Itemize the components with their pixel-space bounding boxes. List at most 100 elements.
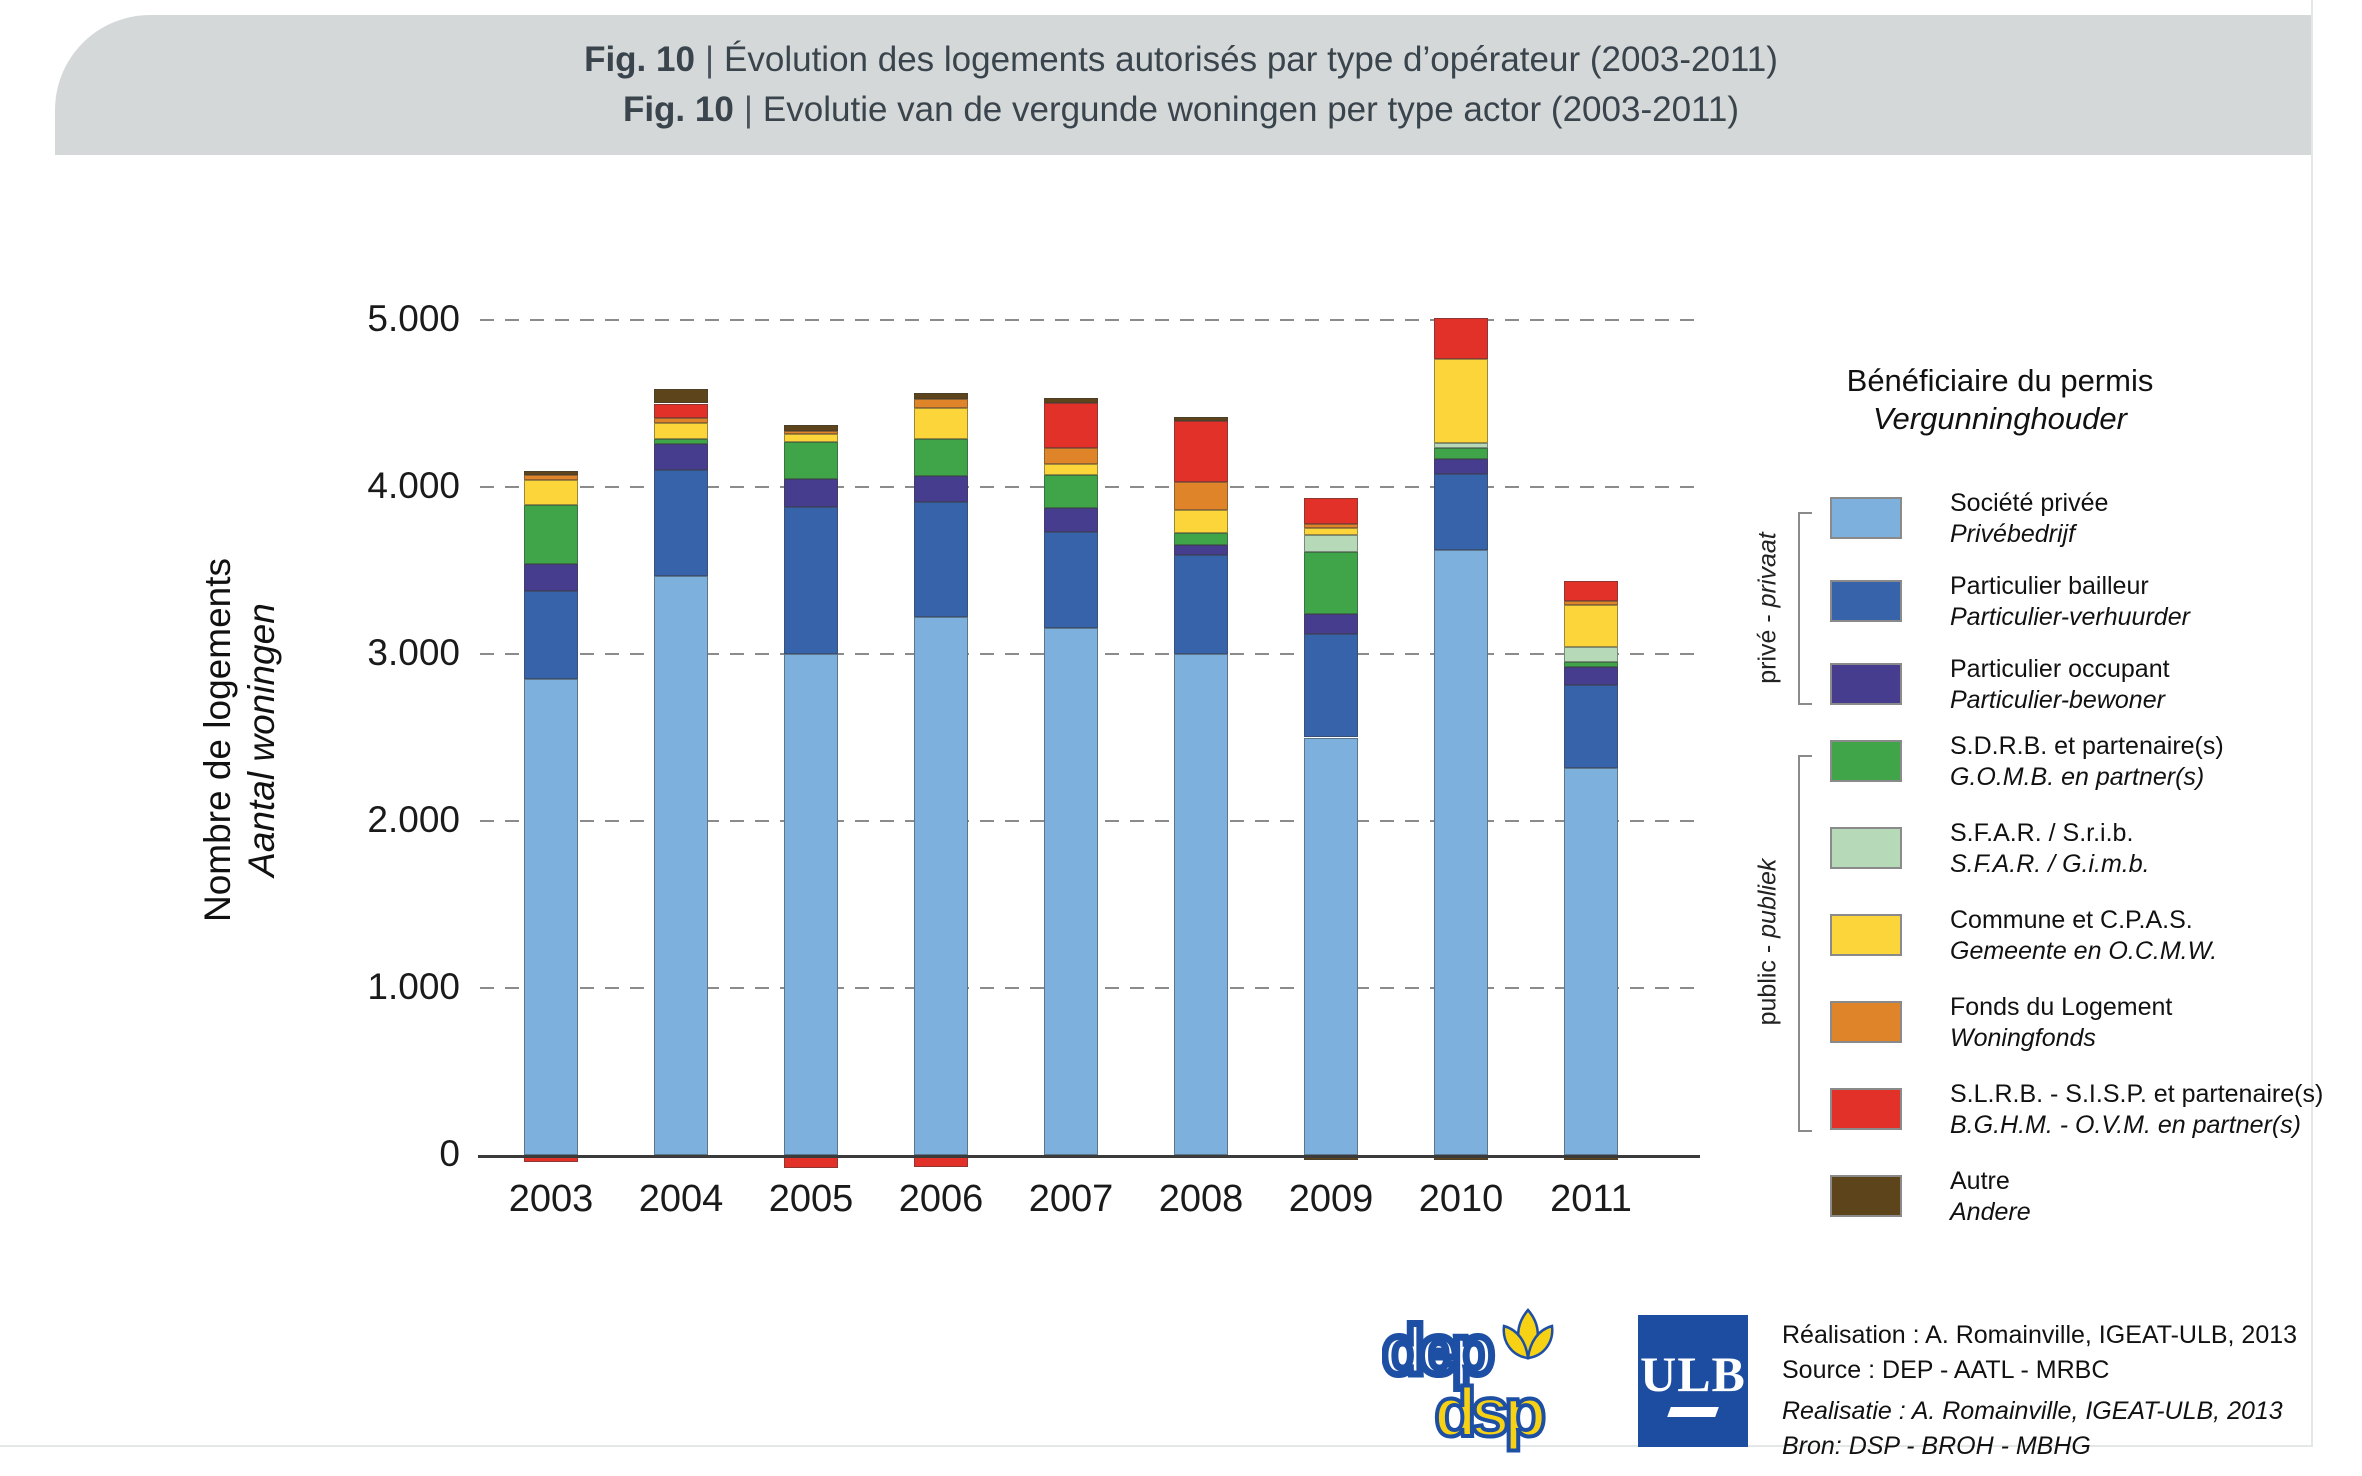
bar-segment-2009-2 (1304, 613, 1358, 634)
figure-title-fr: Fig. 10 | Évolution des logements autorisé… (0, 40, 2362, 80)
bar-segment-2010-5 (1434, 359, 1488, 443)
bar-segment-2007-3 (1044, 475, 1098, 508)
bar-segment-2007-1 (1044, 532, 1098, 629)
x-tick-label-2010: 2010 (1418, 1178, 1504, 1220)
bar-segment-2005-2 (784, 479, 838, 508)
x-tick-label-2009: 2009 (1288, 1178, 1374, 1220)
bar-segment-2009-7 (1304, 497, 1358, 524)
group-public-nl: publiek (1753, 858, 1782, 938)
x-tick-label-2005: 2005 (768, 1178, 854, 1220)
credit-realisation-fr: Réalisation : A. Romainville, IGEAT-ULB,… (1782, 1321, 2298, 1349)
credit-source-fr: Source : DEP - AATL - MRBC (1782, 1356, 2110, 1384)
legend-title-nl: Vergunninghouder (1873, 401, 2127, 436)
y-tick-label: 2.000 (367, 799, 460, 840)
legend-label-1: Particulier bailleur Particulier-verhuurd… (1950, 571, 2190, 633)
legend-label-fr: Commune et C.P.A.S. (1950, 906, 2193, 934)
footer-credits: Réalisation : A. Romainville, IGEAT-ULB,… (1782, 1318, 2297, 1464)
legend-label-nl: Particulier-verhuurder (1950, 603, 2190, 631)
legend-label-fr: S.F.A.R. / S.r.i.b. (1950, 819, 2134, 847)
legend-swatch-3 (1830, 740, 1902, 782)
bar-segment-2007-0 (1044, 628, 1098, 1155)
legend-label-nl: S.F.A.R. / G.i.m.b. (1950, 850, 2150, 878)
legend-label-fr: S.L.R.B. - S.I.S.P. et partenaire(s) (1950, 1080, 2324, 1108)
bar-segment-2003-2 (524, 563, 578, 591)
legend-label-nl: Andere (1950, 1198, 2031, 1226)
group-label-private: privé - privaat (1754, 532, 1783, 683)
figure-title-nl-text: Evolutie van de vergunde woningen per ty… (762, 90, 1740, 129)
legend-swatch-2 (1830, 663, 1902, 705)
legend-label-fr: Fonds du Logement (1950, 993, 2173, 1021)
legend-swatch-7 (1830, 1088, 1902, 1130)
bar-segment-2011-1 (1564, 684, 1618, 769)
group-label-public: public - publiek (1754, 859, 1783, 1026)
bar-segment-2007-6 (1044, 447, 1098, 464)
bar-segment-2006-7 (914, 1157, 968, 1168)
y-tick-label: 5.000 (367, 298, 460, 339)
x-tick-label-2008: 2008 (1158, 1178, 1244, 1220)
bar-segment-2008-0 (1174, 654, 1228, 1155)
legend-swatch-1 (1830, 580, 1902, 622)
legend-label-fr: S.D.R.B. et partenaire(s) (1950, 732, 2224, 760)
bar-segment-2004-1 (654, 470, 708, 577)
bar-segment-2004-5 (654, 422, 708, 439)
bar-segment-2008-autre (1174, 416, 1228, 422)
bar-segment-2007-2 (1044, 507, 1098, 533)
y-tick-label: 0 (439, 1133, 460, 1174)
legend-label-5: Commune et C.P.A.S. Gemeente en O.C.M.W. (1950, 905, 2217, 967)
bar-segment-2008-1 (1174, 555, 1228, 654)
x-tick-label-2011: 2011 (1550, 1178, 1632, 1220)
dep-dsp-logo: dep dsp (1382, 1308, 1554, 1453)
bar-segment-2003-3 (524, 504, 578, 564)
legend-swatch-8 (1830, 1175, 1902, 1217)
bar-segment-2004-6 (654, 417, 708, 423)
bar-segment-2011-6 (1564, 601, 1618, 605)
group-private-nl: privaat (1753, 532, 1782, 608)
bar-segment-2008-6 (1174, 481, 1228, 510)
bar-segment-2011-5 (1564, 604, 1618, 648)
bar-segment-2011-7 (1564, 580, 1618, 602)
title-separator: | (704, 40, 715, 79)
credit-realisation-nl: Realisatie : A. Romainville, IGEAT-ULB, … (1782, 1397, 2283, 1425)
legend-label-nl: Particulier-bewoner (1950, 686, 2165, 714)
gridline-5000 (480, 319, 1700, 321)
bracket-public-group (1798, 755, 1812, 1132)
bar-segment-2010-4 (1434, 442, 1488, 448)
bar-segment-2009-4 (1304, 535, 1358, 553)
legend-swatch-0 (1830, 497, 1902, 539)
y-axis-title-nl: Aantal woningen (241, 603, 282, 877)
legend-label-fr: Société privée (1950, 489, 2109, 517)
legend-swatch-6 (1830, 1001, 1902, 1043)
y-tick-label: 4.000 (367, 465, 460, 506)
bar-segment-2011-2 (1564, 667, 1618, 685)
legend-label-8: Autre Andere (1950, 1166, 2031, 1228)
legend-label-fr: Particulier occupant (1950, 655, 2170, 683)
figure-number-nl: Fig. 10 (622, 90, 734, 129)
x-tick-label-2007: 2007 (1028, 1178, 1114, 1220)
bar-segment-2005-5 (784, 433, 838, 442)
bar-segment-2010-3 (1434, 447, 1488, 459)
legend-title-fr: Bénéficiaire du permis (1846, 363, 2154, 398)
bar-segment-2007-7 (1044, 402, 1098, 448)
bar-segment-2007-autre (1044, 398, 1098, 403)
bar-segment-2011-0 (1564, 768, 1618, 1155)
header-banner (55, 15, 2311, 155)
y-axis-title: Nombre de logements Aantal woningen (60, 558, 420, 922)
legend-label-nl: Privébedrijf (1950, 520, 2076, 548)
bar-segment-2009-1 (1304, 633, 1358, 738)
ulb-logo: ULB (1638, 1315, 1748, 1447)
figure-number-fr: Fig. 10 (584, 40, 695, 79)
legend-label-nl: Woningfonds (1950, 1024, 2096, 1052)
bar-segment-2004-autre (654, 389, 708, 404)
credit-source-nl: Bron: DSP - BROH - MBHG (1782, 1432, 2091, 1460)
x-tick-label-2004: 2004 (638, 1178, 724, 1220)
ulb-logo-text: ULB (1640, 1346, 1746, 1402)
figure-title-fr-text: Évolution des logements autorisés par ty… (724, 40, 1778, 79)
legend-swatch-5 (1830, 914, 1902, 956)
x-tick-label-2006: 2006 (898, 1178, 984, 1220)
bar-segment-2005-6 (784, 431, 838, 434)
bar-segment-2003-0 (524, 679, 578, 1155)
legend-swatch-4 (1830, 827, 1902, 869)
y-tick-label: 1.000 (367, 966, 460, 1007)
svg-text:dep: dep (1382, 1311, 1492, 1389)
